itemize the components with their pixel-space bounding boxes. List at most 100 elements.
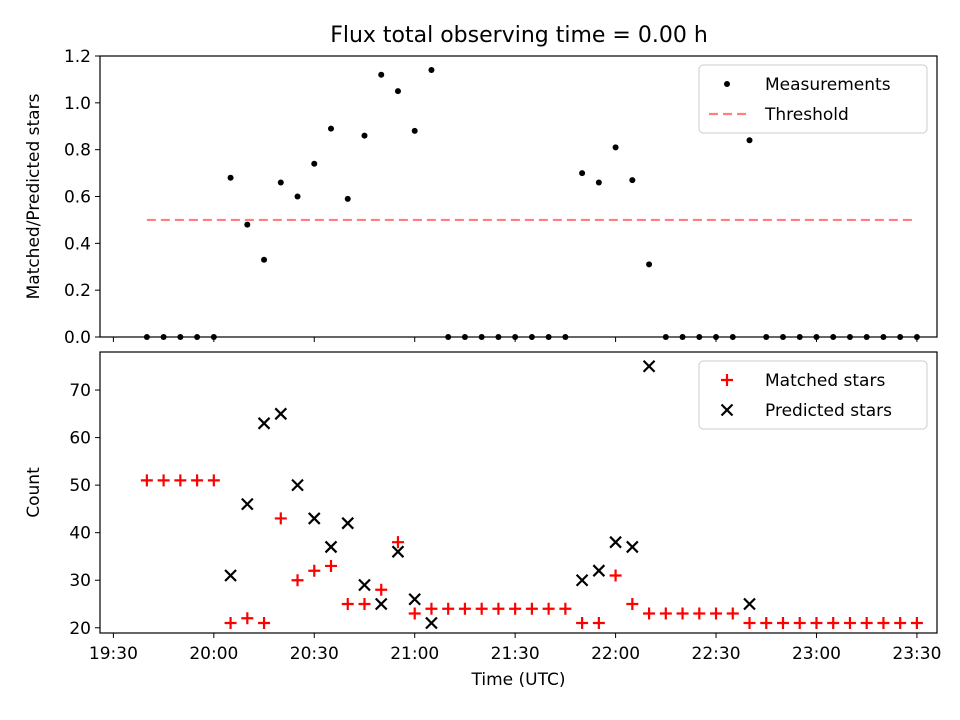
predicted-star-point — [241, 497, 254, 511]
legend: Measurements Threshold — [698, 64, 928, 134]
predicted-star-point — [341, 516, 355, 530]
axes-frame — [99, 351, 938, 634]
measurement-point — [796, 334, 803, 340]
legend-label: Matched stars — [765, 371, 885, 391]
measurement-point — [311, 160, 318, 167]
measurement-point — [746, 137, 753, 144]
matched-star-point — [308, 564, 321, 577]
y-tick-label: 70 — [69, 381, 91, 401]
y-tick-label: 50 — [69, 476, 91, 496]
matched-star-point — [643, 607, 656, 620]
matched-star-point — [458, 602, 471, 615]
x-tick-label: 21:30 — [491, 644, 540, 664]
y-axis-label: Matched/Predicted stars — [24, 93, 44, 299]
predicted-star-point — [743, 597, 756, 611]
measurement-point — [729, 334, 736, 340]
measurement-point — [210, 334, 217, 340]
matched-star-point — [509, 602, 522, 615]
matched-star-point — [157, 474, 170, 487]
measurement-point — [696, 334, 703, 340]
predicted-star-point — [358, 578, 371, 592]
predicted-star-point — [609, 535, 622, 549]
y-tick-label: 0.8 — [64, 141, 91, 161]
matched-star-point — [609, 569, 622, 582]
y-tick-label: 1.0 — [64, 94, 91, 114]
measurement-point — [445, 334, 452, 340]
y-tick-label: 60 — [69, 429, 91, 449]
predicted-star-point — [391, 545, 405, 558]
x-axis-label: Time (UTC) — [471, 670, 566, 690]
measurement-point — [679, 334, 686, 340]
matched-star-point — [492, 602, 505, 615]
predicted-star-point — [374, 597, 388, 611]
predicted-star-point — [324, 540, 338, 554]
measurement-point — [612, 144, 619, 151]
y-tick-label: 1.2 — [64, 47, 91, 67]
x-tick-label: 23:00 — [792, 644, 841, 664]
chart-title: Flux total observing time = 0.00 h — [330, 23, 708, 48]
matched-star-point — [860, 617, 873, 630]
measurement-point — [880, 334, 887, 340]
legend-box — [698, 64, 928, 134]
matched-star-point — [743, 617, 756, 630]
matched-star-point — [843, 617, 856, 630]
x-tick-label: 20:00 — [189, 644, 238, 664]
predicted-star-point — [274, 407, 288, 421]
measurement-point — [160, 334, 167, 340]
measurement-point — [143, 334, 150, 340]
measurement-point — [545, 334, 552, 340]
measurement-point — [512, 334, 519, 340]
matched-star-point — [408, 607, 421, 620]
matched-star-point — [676, 607, 689, 620]
measurement-point — [779, 334, 786, 340]
measurement-point — [595, 179, 602, 186]
matched-star-point — [894, 617, 907, 630]
matched-star-point — [592, 617, 605, 630]
predicted-star-point — [224, 569, 237, 582]
matched-star-point — [341, 597, 354, 610]
matched-star-point — [442, 602, 455, 615]
legend: Matched stars Predicted stars — [698, 360, 928, 430]
legend-predicted-swatch — [720, 403, 734, 417]
legend-label: Threshold — [764, 105, 849, 125]
matched-star-point — [258, 617, 271, 630]
measurement-point — [763, 334, 770, 340]
bottom-panel: 20 30 40 50 60 70 19:30 20:00 20:30 21:00 21:30 22:… — [24, 351, 941, 690]
measurement-point — [629, 177, 636, 184]
y-tick-label: 20 — [69, 619, 91, 639]
legend-matched-swatch — [721, 374, 733, 386]
matched-star-point — [241, 612, 254, 625]
predicted-star-point — [408, 592, 421, 606]
matched-star-point — [224, 617, 237, 630]
matched-star-point — [659, 607, 672, 620]
matched-star-point — [140, 474, 153, 487]
matched-star-point — [559, 602, 572, 615]
matched-star-point — [391, 536, 404, 549]
x-tick-label: 21:00 — [390, 644, 439, 664]
measurement-point — [361, 132, 368, 139]
matched-star-point — [358, 597, 371, 610]
x-tick-label: 20:30 — [290, 644, 339, 664]
measurement-point — [478, 334, 485, 340]
y-tick-label: 30 — [69, 571, 91, 591]
measurement-point — [461, 334, 468, 340]
predicted-star-point — [307, 512, 321, 525]
matched-star-point — [542, 602, 555, 615]
measurement-point — [528, 334, 535, 340]
measurement-point — [244, 221, 251, 228]
measurement-point — [662, 334, 669, 340]
matched-star-point — [760, 617, 773, 630]
x-tick-label: 23:30 — [892, 644, 941, 664]
matched-star-point — [191, 474, 204, 487]
matched-star-point — [325, 559, 338, 572]
measurement-point — [344, 195, 351, 202]
measurement-point — [913, 334, 920, 340]
matched-star-point — [525, 602, 538, 615]
y-tick-label: 0.0 — [64, 328, 91, 348]
x-tick-label: 22:00 — [591, 644, 640, 664]
measurement-point — [227, 174, 234, 181]
y-tick-label: 40 — [69, 524, 91, 544]
matched-star-point — [726, 607, 739, 620]
matched-star-point — [576, 617, 589, 630]
legend-label: Predicted stars — [765, 401, 892, 421]
